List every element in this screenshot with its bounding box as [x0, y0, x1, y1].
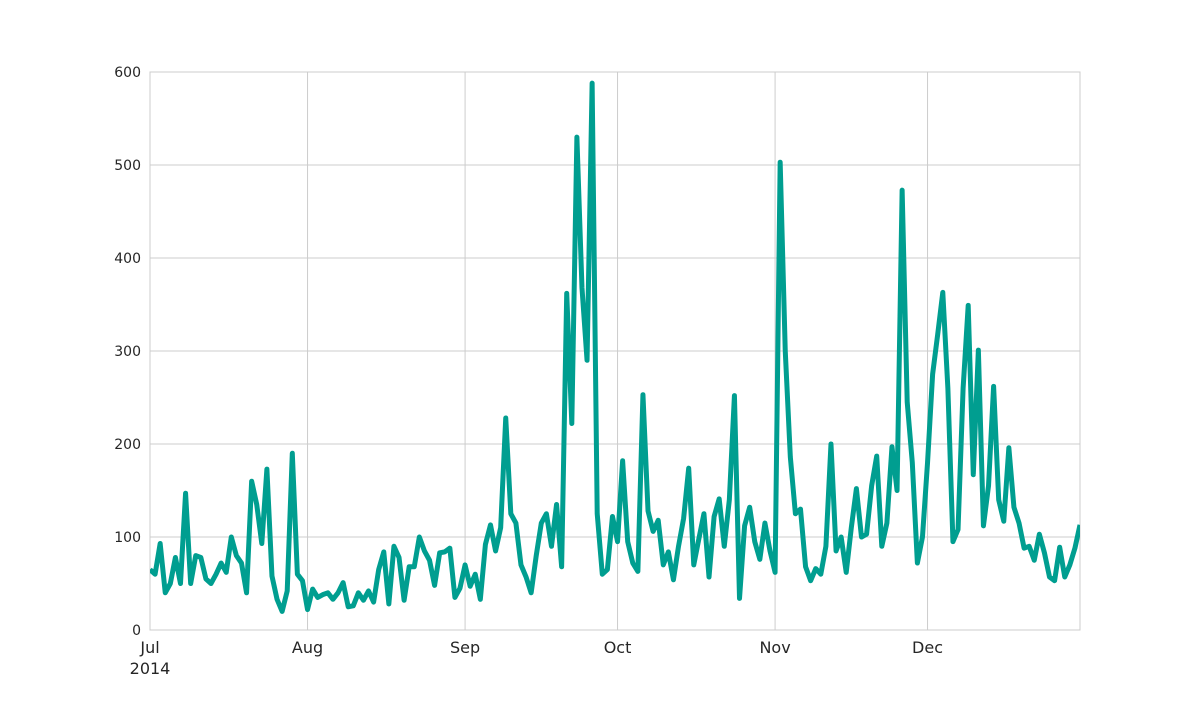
- x-tick-label: Nov: [759, 638, 790, 657]
- y-tick-label: 600: [114, 65, 141, 81]
- x-year-label: 2014: [130, 659, 171, 678]
- y-tick-label: 0: [132, 623, 141, 639]
- x-tick-label: Sep: [450, 638, 480, 657]
- y-tick-labels: 0 100 200 300 400 500 600: [114, 65, 141, 639]
- series-line: [150, 80, 1080, 614]
- series-group: [150, 80, 1080, 614]
- x-tick-labels: Jul 2014 Aug Sep Oct Nov Dec: [130, 638, 943, 678]
- y-tick-label: 500: [114, 158, 141, 174]
- y-tick-label: 300: [114, 344, 141, 360]
- x-tick-label: Oct: [604, 638, 632, 657]
- y-tick-label: 400: [114, 251, 141, 267]
- plot-frame: [149, 71, 1081, 631]
- x-tick-label: Dec: [912, 638, 943, 657]
- y-tick-label: 100: [114, 530, 141, 546]
- x-tick-label: Jul: [139, 638, 159, 657]
- x-tick-label: Aug: [292, 638, 323, 657]
- y-tick-label: 200: [114, 437, 141, 453]
